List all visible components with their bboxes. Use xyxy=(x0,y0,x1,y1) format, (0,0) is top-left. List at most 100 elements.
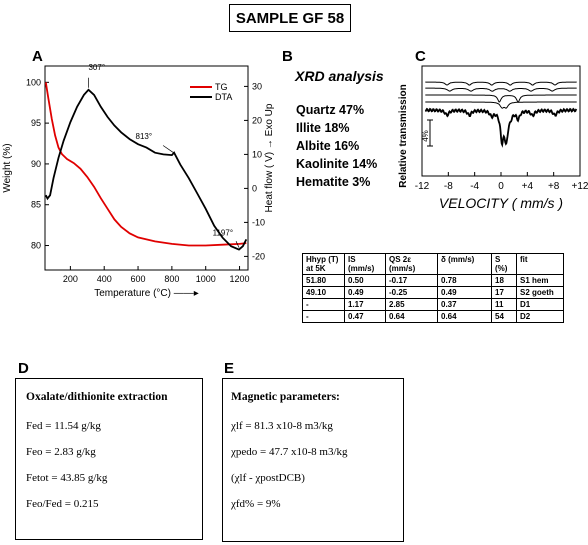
y-tick-label-left: 90 xyxy=(31,159,41,169)
table-row: - 1.17 2.85 0.37 11 D1 xyxy=(302,298,564,311)
table-cell: - xyxy=(302,298,345,311)
y-tick-label-right: 30 xyxy=(252,81,262,91)
series-line-tg xyxy=(44,82,247,247)
xrd-item: Kaolinite 14% xyxy=(296,157,378,171)
table-cell: 2.85 xyxy=(385,298,438,311)
extraction-line: Feo/Fed = 0.215 xyxy=(26,498,99,510)
annotation-pointer xyxy=(235,241,240,248)
x-axis-label: Temperature (°C) ——▸ xyxy=(94,288,199,298)
table-cell: 49.10 xyxy=(302,286,345,299)
table-cell: 11 xyxy=(491,298,517,311)
table-header-cell: fit xyxy=(516,253,564,275)
table-cell: 17 xyxy=(491,286,517,299)
tg-dta-chart: 200 400 600 800 1000 1200 80 85 90 95 100 -20 -10 0 10… xyxy=(2,63,275,298)
y-tick-label-right: -10 xyxy=(252,217,265,227)
table-row: 49.10 0.49 -0.25 0.49 17 S2 goeth xyxy=(302,286,564,299)
fit-component-line xyxy=(425,87,577,92)
xrd-item: Hematite 3% xyxy=(296,175,371,189)
panel-label-a: A xyxy=(32,48,43,65)
table-header-cell: QS 2ε (mm/s) xyxy=(385,253,438,275)
y-axis-label-right: Heat flow ( V) → Exo Up xyxy=(264,103,275,212)
legend-label-tg: TG xyxy=(215,82,228,92)
y-tick-label-right: -20 xyxy=(252,251,265,261)
y-tick-label-right: 0 xyxy=(252,183,257,193)
table-cell: 0.49 xyxy=(344,286,386,299)
x-tick-label: -8 xyxy=(444,181,453,192)
x-tick-label: 800 xyxy=(164,274,179,284)
extraction-line: Feo = 2.83 g/kg xyxy=(26,446,96,458)
extraction-line: Fed = 11.54 g/kg xyxy=(26,420,101,432)
x-tick-label: 0 xyxy=(498,181,504,192)
y-axis-label: Relative transmission xyxy=(398,84,409,187)
x-tick-label: +8 xyxy=(548,181,560,192)
annotation-label: 1197° xyxy=(213,229,233,238)
table-cell: 0.50 xyxy=(344,274,386,287)
annotation-label: 307° xyxy=(88,63,105,72)
table-cell: 54 xyxy=(491,310,517,323)
sample-title: SAMPLE GF 58 xyxy=(229,4,351,32)
xrd-item: Albite 16% xyxy=(296,139,360,153)
table-cell: 1.17 xyxy=(344,298,386,311)
y-tick-label-right: 10 xyxy=(252,149,262,159)
x-axis-label: VELOCITY ( mm/s ) xyxy=(439,195,563,211)
x-tick-label: 1200 xyxy=(230,274,250,284)
y-tick-label-left: 100 xyxy=(26,77,41,87)
table-row: - 0.47 0.64 0.64 54 D2 xyxy=(302,310,564,323)
table-cell: 0.64 xyxy=(385,310,438,323)
legend-label-dta: DTA xyxy=(215,92,232,102)
table-header-row: Hhyp (T) at 5K IS (mm/s) QS 2ε (mm/s) δ … xyxy=(302,253,564,275)
magnetic-heading: Magnetic parameters: xyxy=(231,391,340,403)
extraction-heading: Oxalate/dithionite extraction xyxy=(26,391,168,403)
table-cell: D1 xyxy=(516,298,564,311)
y-tick-label-left: 80 xyxy=(31,241,41,251)
table-header-cell: S (%) xyxy=(491,253,517,275)
extraction-line: Fetot = 43.85 g/kg xyxy=(26,472,108,484)
panel-label-c: C xyxy=(415,48,426,65)
table-header-cell: Hhyp (T) at 5K xyxy=(302,253,345,275)
magnetic-line: χlf = 81.3 x10-8 m3/kg xyxy=(231,420,333,432)
x-tick-label: -4 xyxy=(470,181,479,192)
table-cell: 0.47 xyxy=(344,310,386,323)
magnetic-line: χfd% = 9% xyxy=(231,498,281,510)
panel-label-e: E xyxy=(224,360,235,377)
xrd-title: XRD analysis xyxy=(295,68,384,84)
panel-label-b: B xyxy=(282,48,293,65)
extraction-box: Oxalate/dithionite extraction Fed = 11.5… xyxy=(15,378,203,540)
mossbauer-table: Hhyp (T) at 5K IS (mm/s) QS 2ε (mm/s) δ … xyxy=(302,253,564,323)
magnetic-line: (χlf - χpostDCB) xyxy=(231,472,305,484)
y-tick-label-left: 85 xyxy=(31,200,41,210)
fit-component-line xyxy=(425,94,577,103)
fit-component-line xyxy=(425,81,577,86)
table-cell: -0.25 xyxy=(385,286,438,299)
table-cell: 0.49 xyxy=(437,286,492,299)
table-cell: - xyxy=(302,310,345,323)
x-tick-label: -12 xyxy=(415,181,430,192)
x-tick-label: 600 xyxy=(131,274,146,284)
table-cell: D2 xyxy=(516,310,564,323)
xrd-item: Illite 18% xyxy=(296,121,350,135)
magnetic-box: Magnetic parameters: χlf = 81.3 x10-8 m3… xyxy=(222,378,404,542)
x-tick-label: 1000 xyxy=(196,274,216,284)
x-tick-label: 200 xyxy=(63,274,78,284)
table-cell: 51.80 xyxy=(302,274,345,287)
table-header-cell: δ (mm/s) xyxy=(437,253,492,275)
table-cell: 18 xyxy=(491,274,517,287)
table-cell: -0.17 xyxy=(385,274,438,287)
x-tick-label: +4 xyxy=(522,181,534,192)
panel-label-d: D xyxy=(18,360,29,377)
y-tick-label-left: 95 xyxy=(31,118,41,128)
table-cell: S2 goeth xyxy=(516,286,564,299)
plot-frame xyxy=(44,65,249,271)
y-axis-label-left: Weight (%) xyxy=(2,143,13,192)
annotation-pointer xyxy=(162,145,175,154)
table-cell: 0.64 xyxy=(437,310,492,323)
x-tick-label: +12 xyxy=(572,181,588,192)
table-row: 51.80 0.50 -0.17 0.78 18 S1 hem xyxy=(302,274,564,287)
xrd-item: Quartz 47% xyxy=(296,103,365,117)
y-tick-label-right: 20 xyxy=(252,115,262,125)
scale-label: 4% xyxy=(421,130,430,142)
measured-spectrum-line xyxy=(424,107,578,148)
x-tick-label: 400 xyxy=(97,274,112,284)
fit-component-line xyxy=(425,101,577,109)
table-cell: 0.37 xyxy=(437,298,492,311)
